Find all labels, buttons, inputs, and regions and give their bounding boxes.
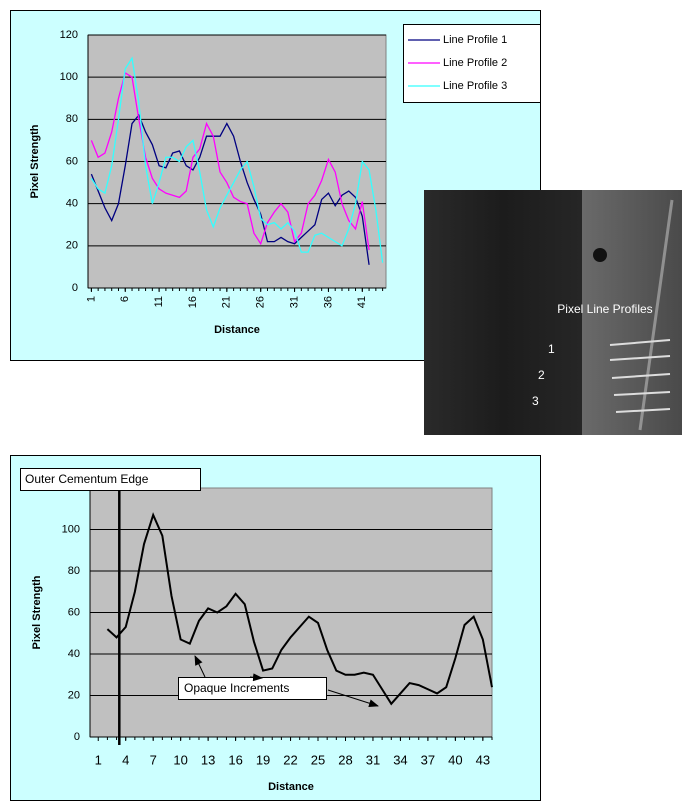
y-tick-label: 60 [66,155,78,167]
x-tick-label: 10 [173,752,187,767]
x-tick-label: 1 [95,752,102,767]
micrograph: Pixel Line Profiles 1 2 3 [424,190,682,435]
x-tick-label: 31 [366,752,380,767]
x-tick-label: 6 [119,296,131,302]
y-tick-label: 0 [74,731,80,743]
x-tick-label: 43 [476,752,490,767]
annotation: Outer Cementum Edge [25,472,149,486]
x-tick-label: 19 [256,752,270,767]
image-label: 3 [532,394,539,408]
annotation-arrow [194,655,206,678]
series-line [90,56,384,263]
y-tick-label: 60 [68,606,80,618]
y-tick-label: 40 [66,198,78,210]
y-tick-label: 80 [66,113,78,125]
y-tick-label: 120 [60,29,78,41]
x-tick-label: 13 [201,752,215,767]
y-axis-label: Pixel Strength [29,124,41,198]
x-tick-label: 37 [421,752,435,767]
y-tick-label: 20 [66,240,78,252]
image-label: 2 [538,368,545,382]
annotation-box [20,468,201,491]
x-tick-label: 40 [448,752,462,767]
y-tick-label: 40 [68,648,80,660]
x-tick-label: 11 [153,296,165,307]
x-axis-label: Distance [214,324,260,336]
x-tick-label: 25 [311,752,325,767]
x-tick-label: 41 [356,296,368,308]
series-line [106,512,493,706]
x-tick-label: 16 [187,296,199,308]
legend-label: Line Profile 3 [443,80,507,92]
x-tick-label: 26 [255,296,267,308]
x-tick-label: 16 [228,752,242,767]
y-tick-label: 20 [68,689,80,701]
x-tick-label: 31 [288,296,300,308]
y-tick-label: 80 [68,565,80,577]
annotation-arrow [249,673,263,682]
x-axis-label: Distance [268,781,314,793]
legend-label: Line Profile 1 [443,34,507,46]
y-axis-label: Pixel Strength [31,575,43,649]
legend-label: Line Profile 2 [443,57,507,69]
series-line [90,113,370,265]
image-label: 1 [548,342,555,356]
y-tick-label: 100 [62,523,80,535]
x-tick-label: 7 [150,752,157,767]
image-caption: Pixel Line Profiles [557,302,652,316]
x-tick-label: 36 [322,296,334,308]
x-tick-label: 28 [338,752,352,767]
x-tick-label: 22 [283,752,297,767]
y-tick-label: 0 [72,282,78,294]
x-tick-label: 1 [85,296,97,302]
x-tick-label: 4 [122,752,129,767]
y-tick-label: 100 [60,71,78,83]
x-tick-label: 34 [393,752,407,767]
x-tick-label: 21 [221,296,233,308]
annotation: Opaque Increments [184,681,289,695]
annotation-arrow [327,689,379,708]
